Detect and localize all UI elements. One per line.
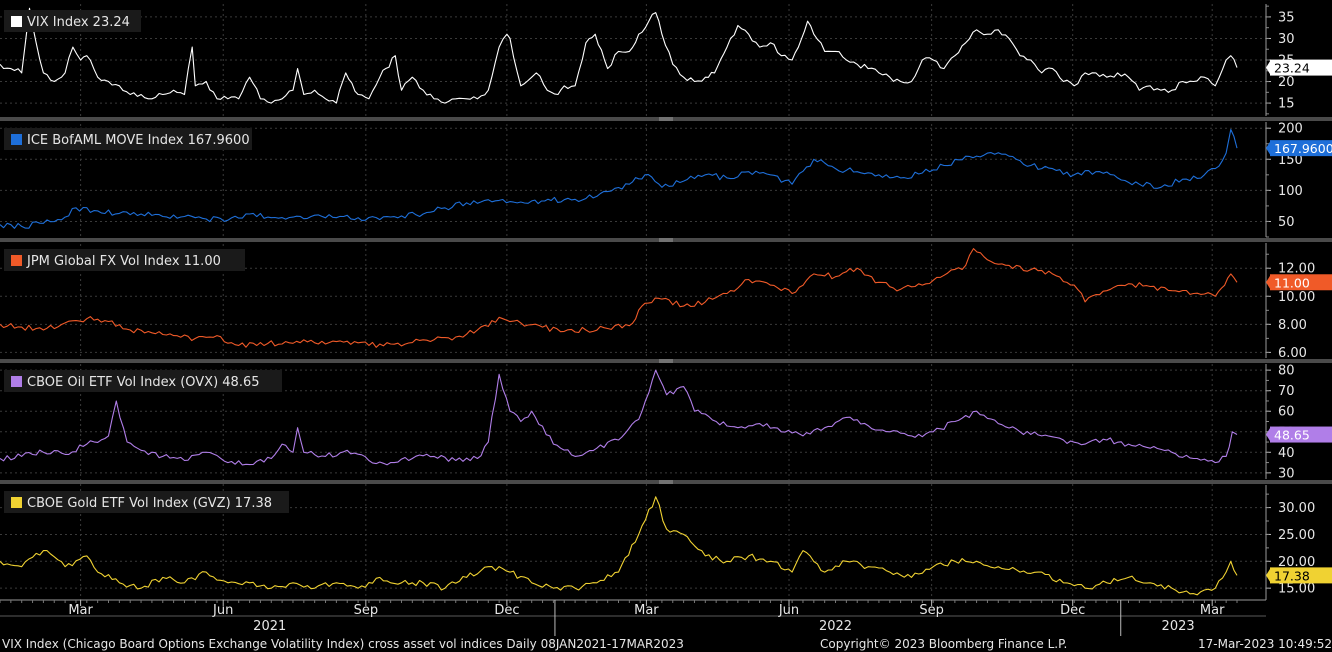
legend-label: VIX Index 23.24 <box>27 15 130 30</box>
x-tick-label: Jun <box>778 603 799 618</box>
legend-1: VIX Index 23.24 <box>4 10 141 32</box>
panel-2: 50 100 150 200 167.9600 ICE BofAML MOVE Index… <box>0 122 1332 242</box>
last-value-text: 167.9600 <box>1274 141 1332 156</box>
legend-swatch <box>11 134 22 145</box>
legend-swatch <box>11 16 22 27</box>
x-tick-label: Sep <box>919 603 944 618</box>
legend-background <box>4 491 289 513</box>
year-label: 2022 <box>819 619 852 634</box>
y-tick-label: 30 <box>1278 466 1295 481</box>
y-tick-label: 35 <box>1278 10 1295 25</box>
last-value-tag <box>1270 140 1332 157</box>
footer-description: VIX Index (Chicago Board Options Exchang… <box>2 637 684 651</box>
year-label: 2021 <box>253 619 286 634</box>
last-value-text: 17.38 <box>1274 568 1310 583</box>
legend-swatch <box>11 497 22 508</box>
legend-swatch <box>11 255 22 266</box>
last-value-tag <box>1270 274 1332 291</box>
legend-4: CBOE Oil ETF Vol Index (OVX) 48.65 <box>4 370 282 392</box>
y-tick-label: 15 <box>1278 97 1295 112</box>
legend-label: ICE BofAML MOVE Index 167.9600 <box>27 133 250 148</box>
last-value-tag <box>1270 567 1332 584</box>
last-value-pointer <box>1266 140 1271 157</box>
y-tick-label: 150 <box>1278 153 1303 168</box>
series-line-3 <box>0 248 1238 348</box>
y-tick-label: 10.00 <box>1278 290 1315 305</box>
y-tick-label: 40 <box>1278 446 1295 461</box>
last-value-pointer <box>1266 426 1271 443</box>
panel-5: 15.00 20.00 25.00 30.00 17.38 CBOE Gold ETF V… <box>0 485 1332 600</box>
legend-label: CBOE Oil ETF Vol Index (OVX) 48.65 <box>27 375 260 390</box>
y-tick-label: 12.00 <box>1278 262 1315 277</box>
x-tick-label: Jun <box>212 603 233 618</box>
legend-background <box>4 128 252 150</box>
legend-2: ICE BofAML MOVE Index 167.9600 <box>4 128 252 150</box>
legend-3: JPM Global FX Vol Index 11.00 <box>4 249 245 271</box>
y-tick-label: 30.00 <box>1278 501 1315 516</box>
last-value-text: 11.00 <box>1274 275 1310 290</box>
panel-separator[interactable] <box>0 238 1332 242</box>
x-tick-label: Mar <box>68 603 93 618</box>
legend-background <box>4 370 282 392</box>
footer-timestamp: 17-Mar-2023 10:49:52 <box>1198 637 1332 651</box>
legend-background <box>4 249 245 271</box>
y-tick-label: 100 <box>1278 184 1303 199</box>
y-tick-label: 8.00 <box>1278 318 1307 333</box>
legend-label: CBOE Gold ETF Vol Index (GVZ) 17.38 <box>27 496 272 511</box>
series-line-5 <box>0 496 1238 596</box>
series-line-1 <box>0 7 1238 104</box>
footer-copyright: Copyright© 2023 Bloomberg Finance L.P. <box>820 637 1068 651</box>
last-value-pointer <box>1266 59 1271 76</box>
legend-label: JPM Global FX Vol Index 11.00 <box>26 254 221 269</box>
chart-background <box>0 0 1332 636</box>
series-line-4 <box>0 369 1238 466</box>
x-tick-label: Dec <box>1060 603 1085 618</box>
y-tick-label: 70 <box>1278 384 1295 399</box>
panel-separator[interactable] <box>0 117 1332 121</box>
y-tick-label: 6.00 <box>1278 346 1307 361</box>
legend-swatch <box>11 376 22 387</box>
last-value-tag <box>1270 59 1332 76</box>
legend-background <box>4 10 141 32</box>
y-tick-label: 25.00 <box>1278 528 1315 543</box>
x-tick-label: Mar <box>1200 603 1225 618</box>
y-tick-label: 30 <box>1278 32 1295 47</box>
x-axis: Mar Jun Sep Dec Mar Jun Sep Dec Mar 2021 2022 2023 <box>0 599 1266 636</box>
last-value-text: 48.65 <box>1274 428 1310 443</box>
y-tick-label: 80 <box>1278 364 1295 379</box>
legend-5: CBOE Gold ETF Vol Index (GVZ) 17.38 <box>4 491 289 513</box>
y-tick-label: 50 <box>1278 215 1295 230</box>
y-tick-label: 20.00 <box>1278 555 1315 570</box>
x-tick-label: Mar <box>634 603 659 618</box>
panel-separator[interactable] <box>0 359 1332 363</box>
x-tick-label: Sep <box>354 603 379 618</box>
panel-separator[interactable] <box>0 480 1332 484</box>
last-value-pointer <box>1266 567 1271 584</box>
y-tick-label: 20 <box>1278 75 1295 90</box>
last-value-pointer <box>1266 274 1271 291</box>
y-tick-label: 200 <box>1278 122 1303 137</box>
year-label: 2023 <box>1162 619 1195 634</box>
x-tick-label: Dec <box>494 603 519 618</box>
y-tick-label: 60 <box>1278 405 1295 420</box>
last-value-text: 23.24 <box>1274 61 1310 76</box>
last-value-tag <box>1270 426 1332 443</box>
y-tick-label: 15.00 <box>1278 582 1315 597</box>
series-line-2 <box>0 128 1238 229</box>
